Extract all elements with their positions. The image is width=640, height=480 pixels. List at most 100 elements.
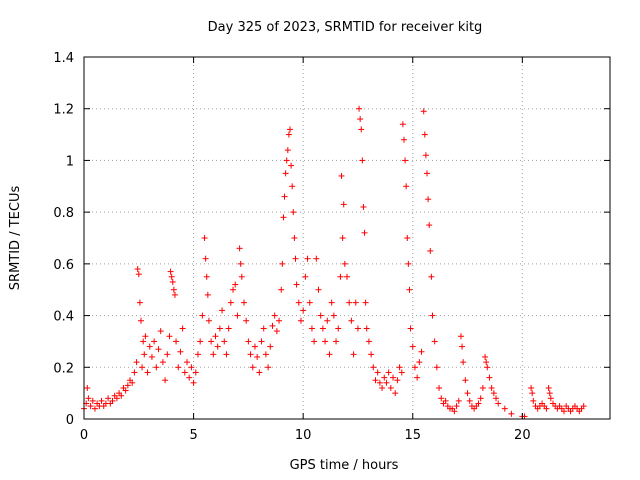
data-point (144, 369, 151, 376)
data-point (175, 364, 182, 371)
data-point (438, 395, 445, 402)
data-point (225, 325, 232, 332)
data-point (151, 338, 158, 345)
data-point (262, 351, 269, 358)
data-point (420, 108, 427, 115)
data-point (416, 359, 423, 366)
data-point (354, 325, 361, 332)
data-point (179, 325, 186, 332)
data-point (427, 247, 434, 254)
data-point (188, 364, 195, 371)
data-point (462, 377, 469, 384)
data-point (131, 369, 138, 376)
data-point (269, 322, 276, 329)
data-point (488, 384, 495, 391)
data-point (431, 338, 438, 345)
data-point (284, 147, 291, 154)
data-point (477, 395, 484, 402)
data-point (162, 377, 169, 384)
data-point (203, 273, 210, 280)
data-point (313, 255, 320, 262)
data-point (358, 126, 365, 133)
data-point (400, 136, 407, 143)
data-point (370, 364, 377, 371)
data-point (399, 121, 406, 128)
data-point (385, 369, 392, 376)
data-point (168, 273, 175, 280)
data-point (546, 390, 553, 397)
data-point (133, 359, 140, 366)
data-point (368, 351, 375, 358)
data-point (466, 397, 473, 404)
data-point (199, 312, 206, 319)
data-point (181, 369, 188, 376)
data-point (204, 291, 211, 298)
data-point (227, 299, 234, 306)
data-point (475, 400, 482, 407)
data-point (139, 364, 146, 371)
data-point (238, 273, 245, 280)
data-point (501, 405, 508, 412)
data-point (254, 353, 261, 360)
data-point (580, 403, 587, 410)
data-point (260, 325, 267, 332)
data-point (453, 403, 460, 410)
data-point (129, 379, 136, 386)
data-point (214, 343, 221, 350)
data-point (402, 157, 409, 164)
data-point (359, 157, 366, 164)
data-point (436, 384, 443, 391)
data-point (529, 390, 536, 397)
data-point (404, 235, 411, 241)
data-point (297, 317, 304, 324)
data-point (247, 351, 254, 358)
data-point (84, 384, 91, 391)
data-point (322, 338, 329, 345)
data-point (190, 379, 197, 386)
data-point (216, 325, 223, 332)
data-point (279, 260, 286, 267)
data-point (98, 397, 105, 404)
data-point (356, 105, 363, 112)
data-point (403, 183, 410, 190)
data-point (169, 278, 176, 285)
data-point (283, 157, 290, 164)
data-point (406, 286, 413, 293)
data-point (271, 312, 278, 319)
data-point (387, 384, 394, 391)
y-tick-label: 1.2 (53, 103, 74, 118)
data-point (256, 369, 263, 376)
data-point (281, 193, 288, 200)
data-point (459, 343, 466, 350)
data-point (194, 351, 201, 358)
data-point (433, 364, 440, 371)
data-point (208, 338, 215, 345)
data-point (482, 353, 489, 360)
data-point (543, 405, 550, 412)
data-point (186, 374, 193, 381)
data-point (428, 273, 435, 280)
data-point (365, 338, 372, 345)
data-point (381, 374, 388, 381)
data-point (335, 325, 342, 332)
data-point (289, 183, 296, 190)
data-point (135, 271, 142, 278)
data-point (118, 392, 125, 399)
data-point (426, 222, 433, 229)
axis-ticks (83, 56, 610, 420)
data-point (240, 299, 247, 306)
data-point (267, 343, 274, 350)
data-point (295, 299, 302, 306)
data-point (421, 131, 428, 138)
data-point (291, 235, 298, 241)
data-point (422, 152, 429, 159)
data-point (136, 299, 143, 306)
data-point (243, 317, 250, 324)
data-point (530, 397, 537, 404)
data-point (495, 400, 502, 407)
data-point (411, 364, 418, 371)
data-point (122, 387, 129, 394)
data-point (124, 382, 131, 389)
data-point (490, 390, 497, 397)
plot-frame (83, 56, 611, 420)
